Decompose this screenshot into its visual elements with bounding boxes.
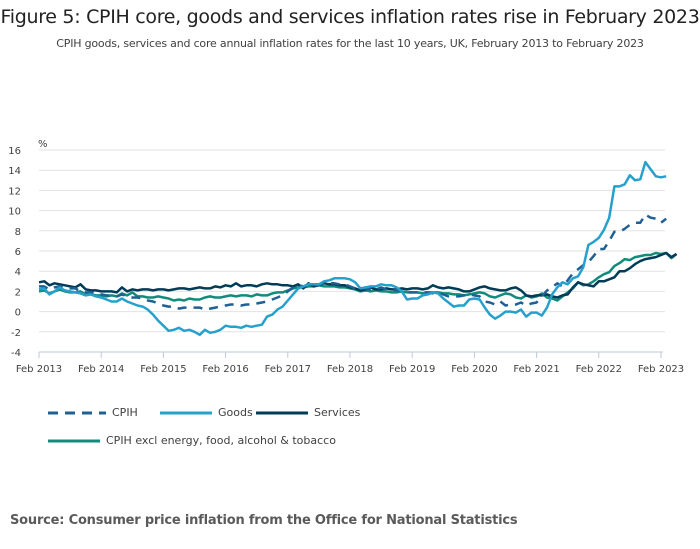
x-axis: Feb 2013 Feb 2014 Feb 2015 Feb 2016 Feb 2017… [16, 351, 684, 375]
legend-swatch-services [256, 411, 308, 414]
x-tick-label: Feb 2020 [451, 364, 497, 375]
series-line-cpih[interactable] [39, 213, 667, 311]
series-line-core[interactable] [38, 251, 678, 302]
y-tick-label: 2 [15, 287, 21, 298]
x-tick-label: Feb 2016 [202, 364, 248, 375]
y-tick-label: 8 [15, 227, 21, 238]
y-tick-label: -4 [11, 348, 21, 359]
gridlines [39, 149, 665, 333]
legend-item-cpih[interactable]: CPIH [48, 406, 138, 419]
legend-item-goods[interactable]: Goods [160, 406, 253, 419]
y-axis-ticks: 16 14 12 10 8 6 4 2 0 -2 -4 [8, 146, 21, 359]
y-tick-label: 0 [15, 308, 21, 319]
source-note: Source: Consumer price inflation from th… [10, 513, 518, 528]
y-tick-label: 4 [15, 267, 21, 278]
y-tick-label: -2 [11, 328, 21, 339]
series-lines [38, 160, 678, 337]
legend-item-core[interactable]: CPIH excl energy, food, alcohol & tobacc… [48, 434, 336, 447]
x-tick-label: Feb 2019 [389, 364, 435, 375]
legend-label-cpih: CPIH [112, 406, 138, 419]
series-line-goods[interactable] [38, 160, 667, 337]
series-line-services[interactable] [38, 251, 678, 299]
x-tick-label: Feb 2013 [16, 364, 62, 375]
legend-item-services[interactable]: Services [256, 406, 360, 419]
x-tick-label: Feb 2015 [140, 364, 186, 375]
legend-label-core: CPIH excl energy, food, alcohol & tobacc… [106, 434, 336, 447]
x-tick-label: Feb 2014 [78, 364, 124, 375]
chart-title: Figure 5: CPIH core, goods and services … [0, 6, 700, 28]
legend-swatch-cpih [48, 411, 106, 414]
x-tick-label: Feb 2017 [265, 364, 311, 375]
chart-subtitle: CPIH goods, services and core annual inf… [56, 37, 644, 50]
y-tick-label: 14 [8, 166, 21, 177]
y-tick-label: 12 [8, 186, 21, 197]
y-tick-label: 6 [15, 247, 21, 258]
y-tick-label: 10 [8, 207, 21, 218]
legend-swatch-goods [160, 411, 212, 414]
x-tick-label: Feb 2018 [327, 364, 373, 375]
legend-label-services: Services [314, 406, 361, 419]
x-tick-label: Feb 2023 [638, 364, 684, 375]
x-tick-label: Feb 2021 [513, 364, 559, 375]
x-tick-label: Feb 2022 [576, 364, 622, 375]
legend-label-goods: Goods [218, 406, 253, 419]
legend-swatch-core [48, 439, 100, 442]
y-axis-unit-label: % [38, 139, 48, 150]
y-tick-label: 16 [8, 146, 21, 157]
